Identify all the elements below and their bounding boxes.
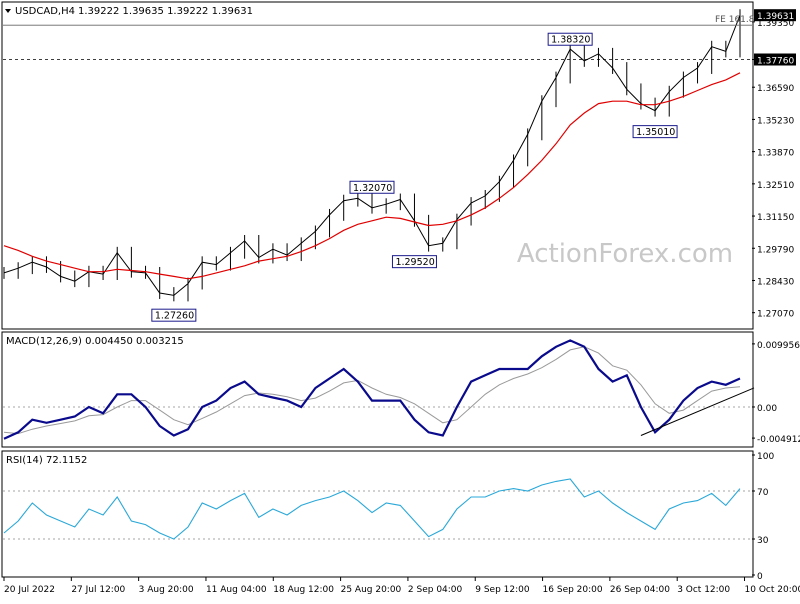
x-tick-label: 27 Jul 12:00 (71, 585, 125, 595)
macd-main-series (3, 339, 741, 440)
price-series (3, 15, 741, 296)
price-y-tick-label: 1.28430 (757, 277, 794, 287)
price-tag-bg (754, 53, 796, 66)
price-y-tick-label: 1.32510 (757, 181, 794, 191)
price-y-tick-label: 1.31150 (757, 213, 794, 223)
x-tick-label: 2 Sep 04:00 (408, 585, 463, 595)
x-tick-label: 16 Sep 20:00 (543, 585, 603, 595)
x-tick-label: 9 Sep 12:00 (475, 585, 530, 595)
x-tick-label: 18 Aug 12:00 (273, 585, 334, 595)
watermark: ActionForex.com (517, 239, 733, 269)
swing-label-box (632, 125, 678, 139)
header-ohlc: USDCAD,H4 1.39222 1.39635 1.39222 1.3963… (5, 6, 253, 17)
macd-panel-frame (1, 331, 754, 448)
macd-title: MACD(12,26,9) 0.004450 0.003215 (6, 336, 184, 347)
swing-label-box (547, 32, 593, 46)
macd-signal-series (3, 346, 741, 435)
x-tick-label: 3 Oct 12:00 (677, 585, 730, 595)
swing-label-box (349, 180, 395, 194)
macd-y-tick-label: 0.009956 (757, 341, 800, 351)
macd-y-tick-label: 0.00 (757, 404, 777, 414)
x-tick-label: 20 Jul 2022 (4, 585, 55, 595)
x-tick-label: 10 Oct 20:00 (745, 585, 800, 595)
x-tick-label: 3 Aug 20:00 (139, 585, 194, 595)
price-panel-frame (1, 1, 754, 330)
macd-trend-line (640, 387, 755, 436)
x-tick-label: 25 Aug 20:00 (341, 585, 402, 595)
macd-y-tick-label: -0.004912 (757, 435, 800, 445)
rsi-panel-frame (1, 450, 754, 578)
swing-label: 1.27260 (155, 311, 194, 322)
header-ohlc-values: 1.39222 1.39635 1.39222 1.39631 (78, 6, 253, 17)
price-tag-label: 1.39631 (757, 12, 794, 22)
price-y-tick-label: 1.36590 (757, 84, 794, 94)
swing-label: 1.35010 (636, 127, 675, 138)
rsi-title: RSI(14) 72.1152 (6, 455, 87, 466)
rsi-y-tick-label: 0 (757, 572, 763, 582)
swing-label: 1.32070 (353, 183, 392, 194)
price-y-tick-label: 1.29790 (757, 245, 794, 255)
swing-label: 1.29520 (395, 257, 434, 268)
x-tick-label: 11 Aug 04:00 (206, 585, 267, 595)
price-tag-label: 1.37760 (757, 57, 794, 67)
swing-label-box (151, 308, 197, 322)
price-y-tick-label: 1.39350 (757, 19, 794, 29)
fe-label: FE 161.8 (715, 15, 755, 25)
price-tag-bg (754, 9, 796, 22)
price-y-tick-label: 1.27070 (757, 310, 794, 320)
rsi-y-tick-label: 100 (757, 452, 774, 462)
price-y-tick-label: 1.35230 (757, 116, 794, 126)
rsi-y-tick-label: 30 (757, 536, 769, 546)
swing-label: 1.38320 (551, 35, 590, 46)
rsi-y-tick-label: 70 (757, 488, 769, 498)
rsi-series (3, 478, 741, 540)
price-y-tick-label: 1.33870 (757, 149, 794, 159)
x-tick-label: 26 Sep 04:00 (610, 585, 670, 595)
moving-average-series (3, 72, 741, 280)
header-symbol: USDCAD,H4 (15, 6, 75, 17)
swing-label-box (391, 255, 437, 269)
